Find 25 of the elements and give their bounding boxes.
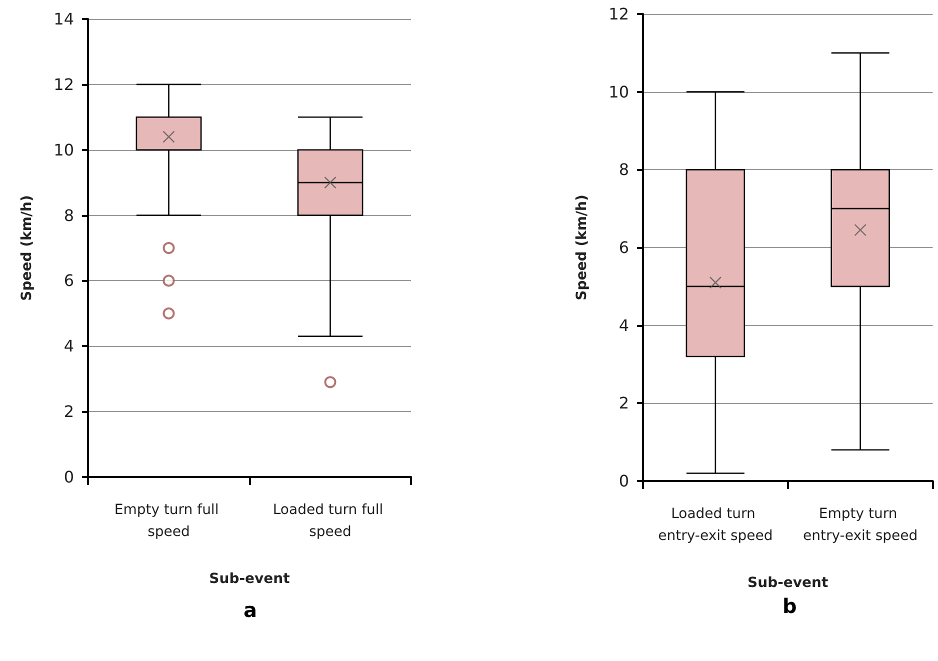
y-tick-label: 2: [64, 402, 74, 422]
x-axis-title: Sub-event: [209, 571, 290, 587]
text: a: [244, 598, 257, 622]
x-tick-label: Loaded turn full speed: [272, 502, 388, 540]
x-tick-label: Loaded turn entry-exit speed: [658, 506, 773, 544]
y-tick-label: 10: [54, 140, 74, 160]
x-axis-title: Sub-event: [748, 575, 829, 591]
y-tick-label: 4: [618, 316, 629, 335]
y-tick-label: 0: [618, 472, 629, 490]
y-tick-label: 12: [608, 4, 629, 24]
y-tick-label: 8: [64, 206, 74, 225]
y-tick-label: 10: [608, 82, 629, 102]
y-tick-label: 6: [64, 271, 74, 290]
y-tick-label: 4: [64, 336, 74, 356]
x-tick-label: Empty turn full speed: [114, 502, 224, 540]
y-tick-label: 6: [618, 238, 629, 257]
y-axis-title: Speed (km/h): [574, 194, 590, 300]
y-tick-label: 14: [54, 10, 74, 28]
y-tick-label: 0: [64, 468, 74, 486]
y-axis-title: Speed (km/h): [19, 195, 35, 301]
y-tick-label: 8: [618, 160, 629, 180]
text: b: [782, 594, 797, 618]
y-tick-label: 2: [618, 394, 629, 413]
y-tick-label: 12: [54, 74, 74, 94]
x-tick-label: Empty turn entry-exit speed: [803, 506, 918, 544]
